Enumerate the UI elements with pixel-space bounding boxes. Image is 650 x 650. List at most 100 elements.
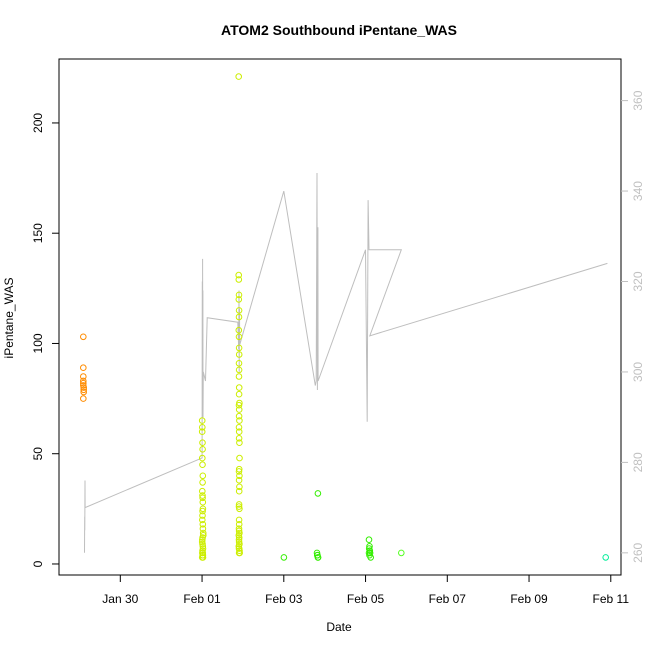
data-point: [199, 529, 207, 537]
data-point: [235, 326, 243, 334]
data-point: [80, 333, 87, 341]
data-point: [235, 360, 243, 367]
data-point: [80, 373, 87, 380]
data-point: [198, 417, 206, 424]
data-point: [235, 534, 243, 541]
data-point: [199, 547, 206, 555]
plot-frame: [58, 58, 622, 576]
data-point: [235, 536, 243, 544]
data-point: [235, 428, 243, 436]
data-point: [198, 554, 206, 561]
y2-tick-label: 340: [631, 181, 645, 201]
y-tick-label: 50: [31, 447, 45, 461]
data-point: [235, 538, 243, 546]
x-tick-label: Feb 05: [347, 592, 385, 606]
data-point: [235, 549, 243, 557]
data-point: [367, 554, 375, 561]
data-point: [80, 386, 87, 394]
x-axis-title: Date: [326, 620, 352, 634]
data-point: [235, 465, 243, 473]
y2-tick-label: 360: [631, 90, 645, 110]
x-tick-label: Feb 01: [183, 592, 221, 606]
data-point: [235, 351, 243, 358]
data-point: [235, 291, 243, 299]
data-point: [235, 525, 243, 533]
data-point: [235, 516, 243, 524]
data-point: [235, 271, 242, 279]
data-point: [366, 543, 373, 550]
data-point: [398, 549, 405, 557]
data-point: [314, 554, 322, 561]
data-point: [602, 554, 610, 561]
data-point: [235, 468, 243, 475]
line-series: [84, 172, 608, 553]
data-point: [199, 516, 206, 524]
y2-tick-label: 280: [631, 452, 645, 472]
data-point: [198, 428, 206, 436]
data-point: [236, 483, 243, 491]
data-point: [235, 527, 243, 535]
x-tick-label: Feb 09: [510, 592, 548, 606]
y-tick-label: 100: [31, 333, 45, 353]
x-tick-label: Feb 03: [265, 592, 303, 606]
data-point: [199, 494, 206, 502]
data-point: [199, 498, 207, 506]
data-point: [235, 406, 243, 413]
data-point: [235, 307, 243, 314]
data-point: [235, 487, 243, 495]
line-y2: [84, 172, 608, 553]
data-point: [365, 536, 373, 544]
data-point: [80, 379, 87, 387]
data-point: [235, 296, 243, 303]
data-point: [199, 512, 206, 519]
data-point: [199, 461, 206, 469]
data-point: [313, 549, 321, 557]
data-point: [199, 492, 206, 499]
x-tick-label: Feb 07: [429, 592, 467, 606]
data-point: [80, 388, 87, 396]
data-point: [235, 344, 243, 352]
y2-axis: 260 280 300 320 340 360: [621, 90, 645, 563]
scatter-points: [80, 73, 610, 561]
data-point: [235, 401, 243, 409]
data-point: [235, 424, 243, 431]
data-point: [235, 412, 243, 420]
y-axis: 0 50 100 150 200: [31, 113, 59, 567]
data-point: [235, 390, 243, 398]
data-point: [199, 534, 206, 541]
data-point: [80, 377, 87, 385]
x-axis: Jan 30 Feb 01 Feb 03 Feb 05 Feb 07 Feb 09 Feb …: [102, 575, 629, 606]
data-point: [314, 490, 322, 497]
y2-tick-label: 320: [631, 271, 645, 291]
data-point: [198, 538, 206, 546]
data-point: [199, 543, 207, 550]
data-point: [199, 424, 206, 431]
data-point: [199, 472, 207, 480]
data-point: [235, 521, 243, 528]
data-point: [235, 333, 243, 341]
y-tick-label: 200: [31, 113, 45, 133]
data-point: [235, 384, 243, 391]
data-point: [80, 364, 87, 372]
data-point: [235, 73, 242, 80]
data-point: [235, 313, 243, 321]
y2-tick-label: 260: [631, 543, 645, 563]
data-point: [236, 454, 243, 462]
y-axis-title: iPentane_WAS: [2, 278, 16, 359]
data-point: [280, 554, 288, 561]
data-point: [199, 454, 206, 462]
data-point: [199, 521, 207, 528]
data-point: [199, 446, 206, 453]
y2-tick-label: 300: [631, 362, 645, 382]
data-point: [235, 435, 243, 442]
chart-title: ATOM2 Southbound iPentane_WAS: [221, 22, 457, 38]
data-point: [235, 366, 243, 374]
data-point: [199, 479, 206, 486]
data-point: [80, 395, 87, 402]
y-tick-label: 150: [31, 223, 45, 243]
data-point: [199, 439, 206, 447]
data-point: [235, 501, 243, 508]
x-tick-label: Jan 30: [102, 592, 138, 606]
data-point: [80, 384, 87, 391]
data-point: [235, 373, 243, 380]
